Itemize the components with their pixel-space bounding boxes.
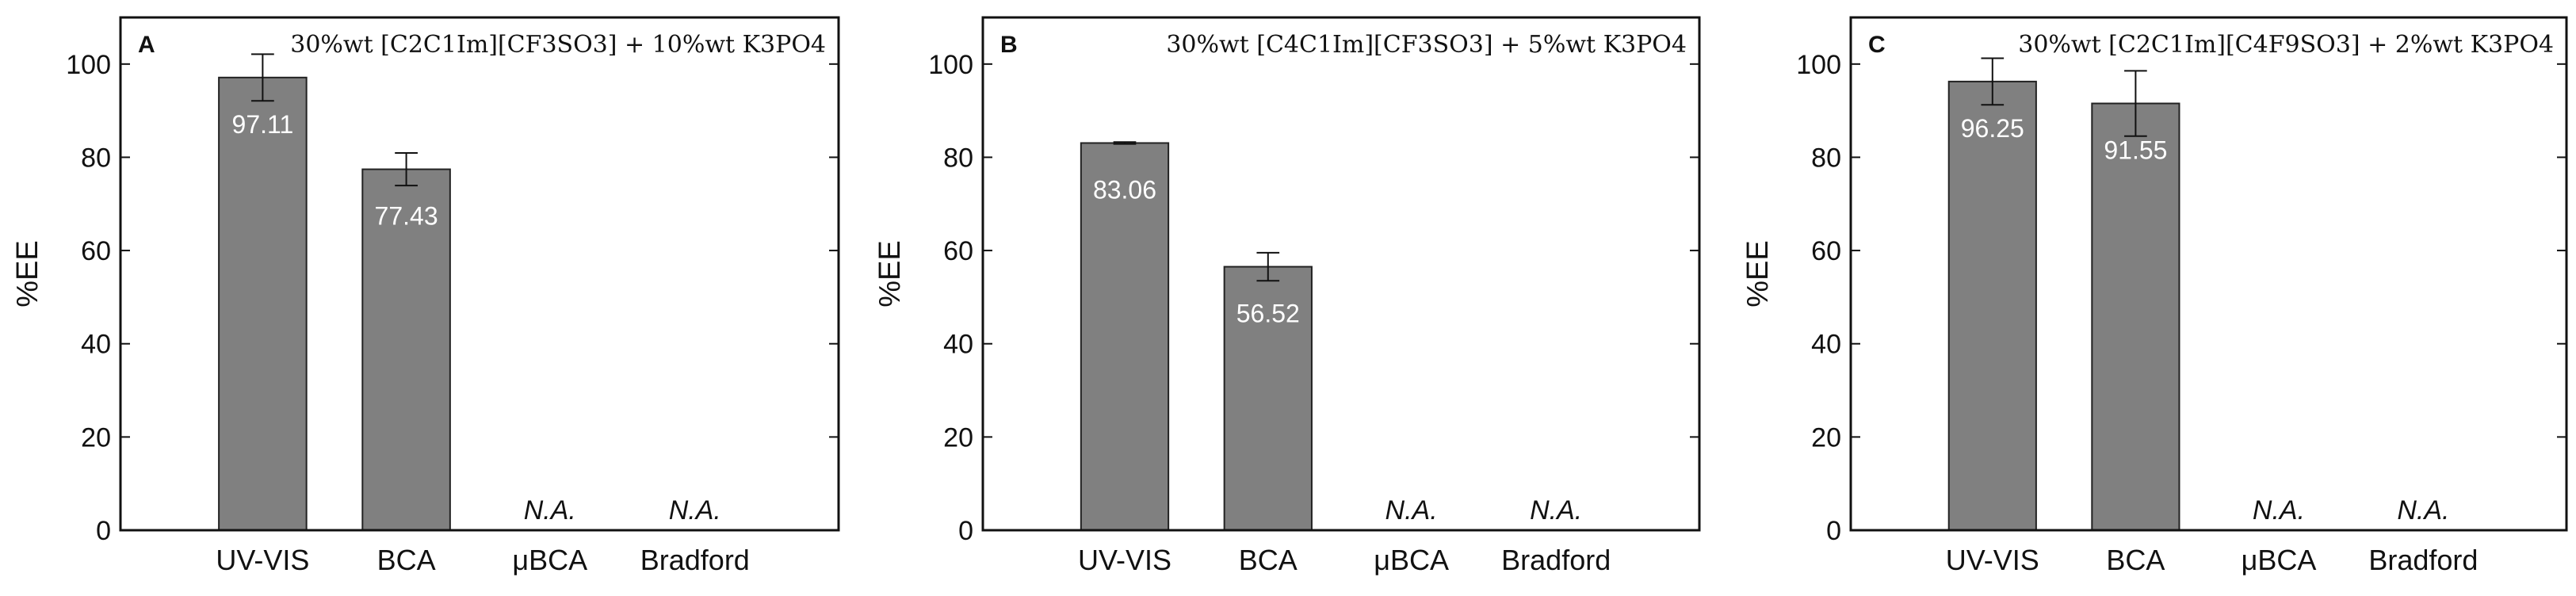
panel-c-x-tick-label-bradford: Bradford [2368, 544, 2478, 576]
panel-b-x-tick-label-bradford: Bradford [1501, 544, 1611, 576]
panel-b-value-label-uv-vis: 83.06 [1093, 175, 1156, 204]
panel-c-x-tick-label--bca: μBCA [2242, 544, 2317, 576]
panel-c-value-label-uv-vis: 96.25 [1961, 114, 2024, 143]
panel-b-panel-letter: B [1000, 32, 1018, 58]
panel-b-plot-frame [981, 16, 1701, 532]
panel-a-chart-title: 30%wt [C2C1Im][CF3SO3] + 10%wt K3PO4 [290, 31, 826, 59]
panel-b-value-label-bca: 56.52 [1236, 300, 1300, 328]
panel-a-x-tick-label-bradford: Bradford [640, 544, 750, 576]
panel-c-na-label--bca: N.A. [2253, 495, 2305, 525]
panel-a-panel-letter: A [138, 32, 155, 58]
panel-a-value-label-bca: 77.43 [375, 202, 438, 231]
panel-b-y-tick-label-0: 0 [958, 516, 973, 546]
panel-b-chart-title: 30%wt [C4C1Im][CF3SO3] + 5%wt K3PO4 [1166, 31, 1687, 59]
panel-b-bar-bca [1223, 266, 1313, 531]
panel-b-y-tick-label-80: 80 [943, 143, 973, 173]
panel-b-y-axis-label: %EE [873, 240, 907, 307]
panel-c-na-label-bradford: N.A. [2397, 495, 2449, 525]
panel-c-plot-frame [1849, 16, 2568, 532]
panel-b-x-tick-label-uv-vis: UV-VIS [1078, 544, 1171, 576]
panel-b-y-tick-label-60: 60 [943, 236, 973, 266]
panel-c-y-tick-label-60: 60 [1811, 236, 1841, 266]
panel-b-na-label--bca: N.A. [1385, 495, 1438, 525]
panel-c-x-tick-label-bca: BCA [2106, 544, 2165, 576]
panel-a-y-tick-label-40: 40 [81, 330, 111, 360]
panel-a-y-tick-label-0: 0 [96, 516, 111, 546]
panel-b-x-tick-label-bca: BCA [1239, 544, 1298, 576]
panel-a-bar-uv-vis [218, 76, 308, 531]
panel-a-bar-bca [361, 168, 451, 531]
panel-a-y-tick-label-100: 100 [66, 50, 111, 80]
panel-b-y-tick-label-100: 100 [928, 50, 973, 80]
panel-a-plot-frame [119, 16, 840, 532]
panel-a-x-tick-label--bca: μBCA [512, 544, 587, 576]
panel-c-y-tick-label-0: 0 [1826, 516, 1841, 546]
panel-b-bar-uv-vis [1080, 142, 1170, 531]
panel-a-y-tick-label-80: 80 [81, 143, 111, 173]
panel-c-chart-title: 30%wt [C2C1Im][C4F9SO3] + 2%wt K3PO4 [2018, 31, 2554, 59]
panel-c-bar-bca [2091, 102, 2180, 532]
panel-a-y-tick-label-60: 60 [81, 236, 111, 266]
panel-c-bar-uv-vis [1947, 80, 2037, 531]
panel-a-y-tick-label-20: 20 [81, 422, 111, 453]
panel-c-y-tick-label-100: 100 [1796, 50, 1841, 80]
panel-c-y-axis-label: %EE [1741, 240, 1775, 307]
panel-b-y-tick-label-20: 20 [943, 422, 973, 453]
panel-a-y-axis-label: %EE [11, 240, 44, 307]
panel-a-value-label-uv-vis: 97.11 [232, 110, 294, 139]
panel-a-na-label-bradford: N.A. [669, 495, 721, 525]
panel-a-x-tick-label-bca: BCA [377, 544, 436, 576]
panel-c-x-tick-label-uv-vis: UV-VIS [1946, 544, 2039, 576]
panel-a-x-tick-label-uv-vis: UV-VIS [216, 544, 309, 576]
panel-b-y-tick-label-40: 40 [943, 330, 973, 360]
panel-b-na-label-bradford: N.A. [1530, 495, 1582, 525]
panel-c-value-label-bca: 91.55 [2104, 136, 2167, 165]
panel-c-panel-letter: C [1868, 32, 1886, 58]
panel-c-y-tick-label-40: 40 [1811, 330, 1841, 360]
panel-b-x-tick-label--bca: μBCA [1374, 544, 1449, 576]
panel-a-na-label--bca: N.A. [524, 495, 576, 525]
panel-c-y-tick-label-80: 80 [1811, 143, 1841, 173]
panel-c-y-tick-label-20: 20 [1811, 422, 1841, 453]
